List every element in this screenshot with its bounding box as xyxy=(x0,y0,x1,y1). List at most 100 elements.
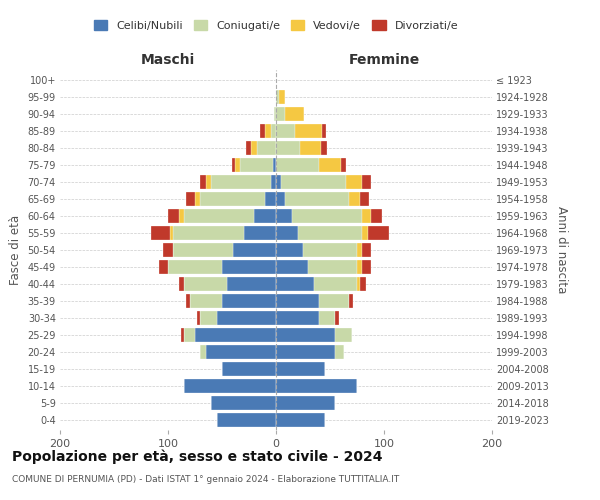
Bar xyxy=(217,412,276,427)
Y-axis label: Anni di nascita: Anni di nascita xyxy=(556,206,568,294)
Bar xyxy=(319,158,341,172)
Bar xyxy=(284,107,304,122)
Bar xyxy=(184,276,227,291)
Bar xyxy=(257,141,276,156)
Bar xyxy=(265,192,276,206)
Bar xyxy=(246,141,251,156)
Bar xyxy=(279,90,284,104)
Bar xyxy=(217,310,276,325)
Legend: Celibi/Nubili, Coniugati/e, Vedovi/e, Divorziati/e: Celibi/Nubili, Coniugati/e, Vedovi/e, Di… xyxy=(89,16,463,35)
Bar xyxy=(200,344,206,359)
Bar xyxy=(276,158,319,172)
Bar xyxy=(362,175,371,190)
Bar xyxy=(211,396,276,410)
Bar xyxy=(349,192,360,206)
Bar xyxy=(371,209,382,224)
Bar xyxy=(295,124,322,138)
Bar xyxy=(281,175,346,190)
Bar xyxy=(179,276,184,291)
Bar xyxy=(322,124,326,138)
Bar xyxy=(319,294,349,308)
Bar xyxy=(276,124,295,138)
Bar xyxy=(168,260,222,274)
Bar xyxy=(322,141,327,156)
Bar xyxy=(346,175,362,190)
Bar xyxy=(276,276,314,291)
Bar xyxy=(274,107,276,122)
Bar xyxy=(276,192,284,206)
Bar xyxy=(357,276,360,291)
Bar xyxy=(211,175,271,190)
Bar xyxy=(184,209,254,224)
Bar xyxy=(276,362,325,376)
Bar xyxy=(335,328,352,342)
Bar xyxy=(273,158,276,172)
Text: COMUNE DI PERNUMIA (PD) - Dati ISTAT 1° gennaio 2024 - Elaborazione TUTTITALIA.I: COMUNE DI PERNUMIA (PD) - Dati ISTAT 1° … xyxy=(12,475,399,484)
Y-axis label: Fasce di età: Fasce di età xyxy=(9,215,22,285)
Bar xyxy=(360,192,369,206)
Bar xyxy=(276,310,319,325)
Bar xyxy=(222,260,276,274)
Bar xyxy=(303,243,357,257)
Text: Maschi: Maschi xyxy=(141,52,195,66)
Bar xyxy=(179,209,184,224)
Bar xyxy=(206,344,276,359)
Bar xyxy=(368,226,389,240)
Bar xyxy=(187,192,195,206)
Bar xyxy=(244,226,276,240)
Text: Popolazione per età, sesso e stato civile - 2024: Popolazione per età, sesso e stato civil… xyxy=(12,450,383,464)
Bar xyxy=(276,378,357,393)
Bar xyxy=(151,226,170,240)
Bar xyxy=(173,243,233,257)
Bar xyxy=(168,209,179,224)
Bar xyxy=(260,124,265,138)
Bar xyxy=(222,294,276,308)
Bar xyxy=(197,310,200,325)
Bar xyxy=(235,158,241,172)
Bar xyxy=(184,328,195,342)
Bar xyxy=(254,209,276,224)
Text: Femmine: Femmine xyxy=(349,52,419,66)
Bar xyxy=(276,396,335,410)
Bar xyxy=(335,310,338,325)
Bar xyxy=(271,124,276,138)
Bar xyxy=(298,226,362,240)
Bar xyxy=(232,158,235,172)
Bar xyxy=(195,192,200,206)
Bar xyxy=(276,328,335,342)
Bar xyxy=(233,243,276,257)
Bar xyxy=(284,192,349,206)
Bar xyxy=(276,344,335,359)
Bar xyxy=(276,226,298,240)
Bar xyxy=(276,412,325,427)
Bar xyxy=(362,243,371,257)
Bar xyxy=(206,175,211,190)
Bar xyxy=(276,141,300,156)
Bar xyxy=(357,260,362,274)
Bar xyxy=(160,260,168,274)
Bar xyxy=(276,294,319,308)
Bar xyxy=(195,328,276,342)
Bar xyxy=(222,362,276,376)
Bar xyxy=(200,192,265,206)
Bar xyxy=(335,344,344,359)
Bar xyxy=(187,294,190,308)
Bar xyxy=(276,260,308,274)
Bar xyxy=(276,90,279,104)
Bar xyxy=(241,158,273,172)
Bar xyxy=(360,276,365,291)
Bar xyxy=(181,328,184,342)
Bar xyxy=(362,226,368,240)
Bar xyxy=(319,310,335,325)
Bar xyxy=(271,175,276,190)
Bar xyxy=(314,276,357,291)
Bar xyxy=(251,141,257,156)
Bar xyxy=(190,294,222,308)
Bar xyxy=(349,294,353,308)
Bar xyxy=(265,124,271,138)
Bar xyxy=(357,243,362,257)
Bar xyxy=(200,310,217,325)
Bar xyxy=(292,209,362,224)
Bar xyxy=(362,209,371,224)
Bar xyxy=(173,226,244,240)
